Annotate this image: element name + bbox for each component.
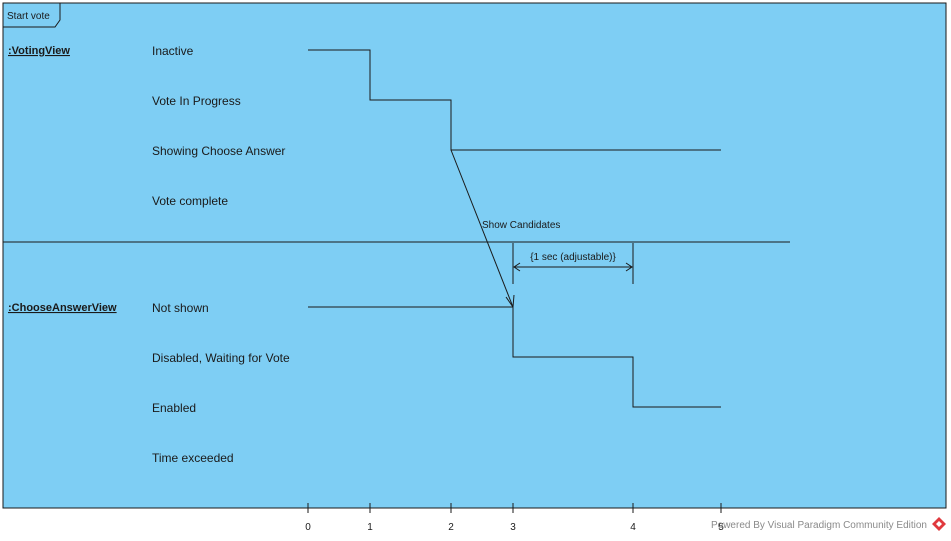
- message-line[interactable]: [450, 149, 514, 308]
- visual-paradigm-logo-icon: [932, 517, 946, 531]
- arrow-right-icon: [625, 262, 633, 272]
- time-ruler: 0 1 2 3 4 5: [305, 503, 724, 533]
- time-tick-label: 1: [367, 522, 373, 533]
- lifeline-voting-view[interactable]: :VotingView: [8, 45, 70, 57]
- message-label: Show Candidates: [482, 220, 560, 231]
- arrow-left-icon: [513, 262, 521, 272]
- choose-answer-view-state-timeline[interactable]: [308, 306, 721, 408]
- time-tick-label: 0: [305, 522, 311, 533]
- state-label: Time exceeded: [152, 451, 234, 465]
- duration-constraint-label: {1 sec (adjustable)}: [530, 252, 616, 263]
- time-tick-label: 2: [448, 522, 454, 533]
- state-label: Vote complete: [152, 194, 228, 208]
- time-tick-label: 4: [630, 522, 636, 533]
- state-label: Showing Choose Answer: [152, 144, 285, 158]
- watermark-text: Powered By Visual Paradigm Community Edi…: [711, 520, 927, 531]
- state-label: Vote In Progress: [152, 94, 241, 108]
- time-tick-label: 5: [718, 522, 724, 533]
- state-label: Inactive: [152, 44, 194, 58]
- state-label: Not shown: [152, 301, 209, 315]
- lifeline-choose-answer-view[interactable]: :ChooseAnswerView: [8, 302, 117, 314]
- state-label: Enabled: [152, 401, 196, 415]
- frame-title[interactable]: Start vote: [7, 11, 50, 22]
- state-label: Disabled, Waiting for Vote: [152, 351, 290, 365]
- diagram-frame: [2, 2, 947, 509]
- frame-title-tab: [3, 3, 61, 28]
- message-arrowhead-icon: [505, 294, 515, 309]
- voting-view-state-timeline[interactable]: [308, 49, 721, 151]
- time-tick-label: 3: [510, 522, 516, 533]
